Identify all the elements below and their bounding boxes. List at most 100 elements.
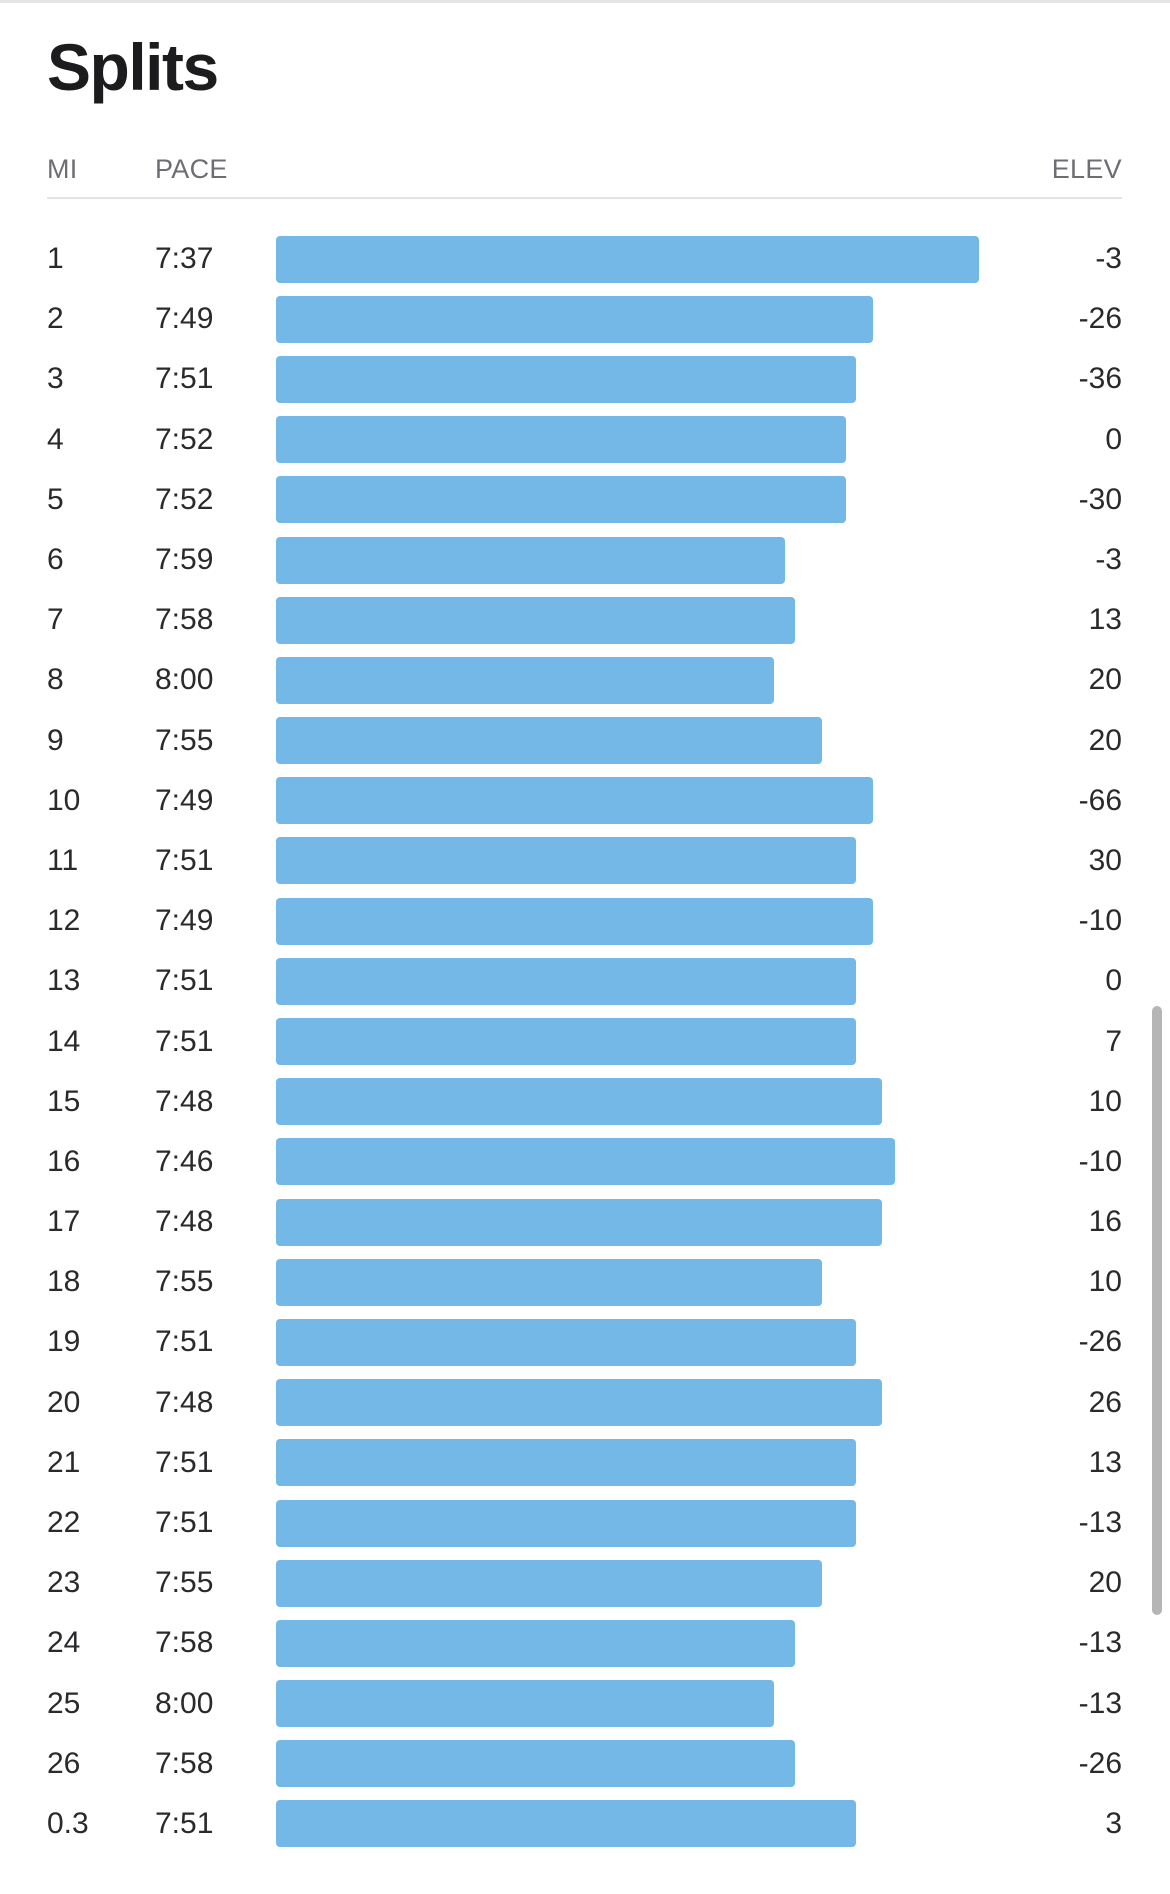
pace-bar [276, 596, 795, 644]
pace-bar-track [276, 1078, 979, 1126]
mile-value: 2 [47, 302, 64, 336]
pace-value: 7:51 [155, 843, 214, 877]
mile-value: 10 [47, 783, 81, 817]
elevation-value: 7 [1105, 1024, 1122, 1058]
pace-value: 7:58 [155, 1746, 214, 1780]
pace-value: 7:58 [155, 1626, 214, 1660]
split-row: 21 7:51 13 [47, 1433, 1122, 1493]
mile-value: 6 [47, 543, 64, 577]
split-row: 6 7:59 -3 [47, 530, 1122, 590]
pace-value: 7:51 [155, 1024, 214, 1058]
pace-bar [276, 536, 785, 584]
pace-value: 7:37 [155, 242, 214, 276]
split-row: 7 7:58 13 [47, 590, 1122, 650]
split-row: 17 7:48 16 [47, 1192, 1122, 1252]
pace-bar-track [276, 777, 979, 825]
pace-bar [276, 1198, 882, 1246]
split-row: 4 7:52 0 [47, 410, 1122, 470]
elevation-value: 30 [1088, 843, 1122, 877]
split-row: 24 7:58 -13 [47, 1613, 1122, 1673]
pace-value: 7:51 [155, 1806, 214, 1840]
elevation-value: 10 [1088, 1084, 1122, 1118]
split-row: 23 7:55 20 [47, 1553, 1122, 1613]
mile-value: 26 [47, 1746, 81, 1780]
elevation-value: -26 [1078, 302, 1122, 336]
mile-value: 20 [47, 1385, 81, 1419]
mile-value: 23 [47, 1566, 81, 1600]
split-row: 18 7:55 10 [47, 1252, 1122, 1312]
pace-bar-track [276, 1258, 979, 1306]
pace-bar-track [276, 1439, 979, 1487]
pace-bar [276, 355, 856, 403]
pace-bar [276, 1138, 895, 1186]
split-row: 0.3 7:51 3 [47, 1794, 1122, 1854]
split-row: 15 7:48 10 [47, 1072, 1122, 1132]
scrollbar-thumb[interactable] [1152, 1006, 1162, 1615]
pace-value: 8:00 [155, 663, 214, 697]
pace-value: 7:51 [155, 362, 214, 396]
split-row: 2 7:49 -26 [47, 289, 1122, 349]
pace-bar [276, 897, 873, 945]
pace-bar [276, 1318, 856, 1366]
column-header-elev: ELEV [1051, 154, 1122, 184]
pace-bar-track [276, 1680, 979, 1728]
elevation-value: 20 [1088, 1566, 1122, 1600]
pace-bar [276, 1800, 856, 1848]
elevation-value: 10 [1088, 1265, 1122, 1299]
pace-value: 7:51 [155, 964, 214, 998]
pace-value: 7:58 [155, 603, 214, 637]
pace-bar-track [276, 1198, 979, 1246]
pace-value: 7:59 [155, 543, 214, 577]
elevation-value: -13 [1078, 1626, 1122, 1660]
elevation-value: -36 [1078, 362, 1122, 396]
mile-value: 21 [47, 1445, 81, 1479]
split-row: 26 7:58 -26 [47, 1734, 1122, 1794]
elevation-value: -26 [1078, 1746, 1122, 1780]
splits-list[interactable]: 1 7:37 -3 2 7:49 -26 3 7:51 -36 4 7:52 0… [47, 229, 1122, 1854]
mile-value: 22 [47, 1506, 81, 1540]
pace-bar [276, 235, 979, 283]
mile-value: 3 [47, 362, 64, 396]
pace-value: 7:51 [155, 1445, 214, 1479]
pace-bar [276, 476, 846, 524]
pace-bar-track [276, 717, 979, 765]
mile-value: 19 [47, 1325, 81, 1359]
pace-bar-track [276, 1619, 979, 1667]
mile-value: 7 [47, 603, 64, 637]
pace-value: 7:52 [155, 482, 214, 516]
pace-bar-track [276, 416, 979, 464]
mile-value: 1 [47, 242, 64, 276]
elevation-value: -3 [1095, 543, 1122, 577]
elevation-value: -30 [1078, 482, 1122, 516]
pace-bar [276, 416, 846, 464]
split-row: 13 7:51 0 [47, 951, 1122, 1011]
split-row: 22 7:51 -13 [47, 1493, 1122, 1553]
split-row: 5 7:52 -30 [47, 470, 1122, 530]
pace-value: 7:49 [155, 904, 214, 938]
elevation-value: -13 [1078, 1506, 1122, 1540]
mile-value: 12 [47, 904, 81, 938]
pace-value: 7:46 [155, 1144, 214, 1178]
page-title: Splits [47, 30, 219, 104]
pace-value: 7:49 [155, 783, 214, 817]
pace-bar-track [276, 1379, 979, 1427]
elevation-value: 20 [1088, 723, 1122, 757]
mile-value: 15 [47, 1084, 81, 1118]
pace-value: 7:52 [155, 422, 214, 456]
pace-value: 7:49 [155, 302, 214, 336]
split-row: 9 7:55 20 [47, 711, 1122, 771]
pace-value: 7:51 [155, 1325, 214, 1359]
pace-bar-track [276, 897, 979, 945]
pace-bar [276, 1018, 856, 1066]
pace-value: 7:48 [155, 1084, 214, 1118]
pace-bar [276, 656, 774, 704]
mile-value: 14 [47, 1024, 81, 1058]
elevation-value: -10 [1078, 904, 1122, 938]
pace-bar-track [276, 596, 979, 644]
mile-value: 8 [47, 663, 64, 697]
pace-bar-track [276, 1318, 979, 1366]
pace-bar [276, 1499, 856, 1547]
split-row: 10 7:49 -66 [47, 771, 1122, 831]
mile-value: 9 [47, 723, 64, 757]
pace-bar-track [276, 1559, 979, 1607]
